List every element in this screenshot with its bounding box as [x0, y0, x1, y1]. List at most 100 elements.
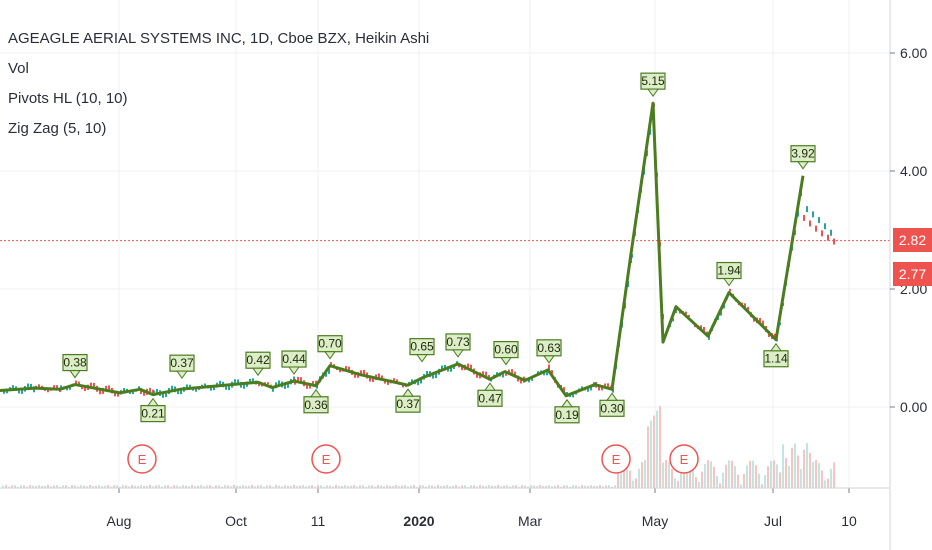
volume-bar: [809, 452, 811, 488]
candle: [417, 380, 419, 386]
volume-bar: [752, 460, 754, 488]
volume-bar: [821, 470, 823, 488]
volume-bar: [452, 485, 454, 488]
volume-bar: [800, 469, 802, 488]
earnings-marker[interactable]: E: [601, 444, 631, 474]
volume-bar: [710, 461, 712, 488]
volume-bar: [290, 486, 292, 488]
pivot-label-text: 0.65: [410, 340, 434, 354]
volume-bar: [17, 486, 19, 488]
volume-bar: [53, 485, 55, 488]
volume-bar: [470, 485, 472, 488]
candle: [330, 362, 332, 365]
pivot-label-arrow: [770, 342, 782, 352]
volume-bar: [785, 458, 787, 488]
legend-zigzag[interactable]: Zig Zag (5, 10): [8, 120, 107, 137]
candle: [360, 370, 362, 377]
earnings-marker[interactable]: E: [127, 444, 157, 474]
volume-bar: [89, 485, 91, 488]
candle: [546, 370, 548, 376]
earnings-circle: [601, 444, 631, 474]
volume-bar: [761, 484, 763, 488]
volume-bar: [239, 486, 241, 488]
volume-bar: [251, 485, 253, 488]
volume-bar: [749, 460, 751, 488]
volume-bar: [365, 486, 367, 488]
volume-bar: [746, 465, 748, 488]
volume-bar: [83, 485, 85, 488]
legend-pivots[interactable]: Pivots HL (10, 10): [8, 90, 128, 107]
earnings-letter: E: [612, 452, 621, 467]
volume-bar: [791, 447, 793, 488]
candle: [812, 211, 814, 218]
volume-bar: [560, 486, 562, 488]
candle: [225, 384, 227, 390]
earnings-marker[interactable]: E: [311, 444, 341, 474]
volume-bar: [125, 485, 127, 488]
volume-bar: [353, 485, 355, 488]
candle: [267, 382, 269, 385]
volume-bar: [593, 486, 595, 488]
volume-bar: [578, 486, 580, 488]
volume-bar: [614, 485, 616, 488]
earnings-marker[interactable]: E: [669, 444, 699, 474]
volume-bar: [401, 485, 403, 488]
volume-bar: [812, 461, 814, 488]
volume-bar: [536, 486, 538, 488]
volume-bar: [233, 485, 235, 488]
candle: [747, 306, 749, 312]
volume-bar: [47, 485, 49, 488]
candle: [720, 311, 722, 316]
volume-bar: [359, 485, 361, 488]
volume-bar: [755, 465, 757, 488]
volume-bar: [311, 485, 313, 488]
legend-vol[interactable]: Vol: [8, 60, 29, 77]
volume-bar: [569, 486, 571, 488]
candle: [149, 387, 151, 394]
volume-bar: [74, 485, 76, 488]
volume-bar: [347, 486, 349, 488]
volume-bar: [257, 485, 259, 488]
candle: [30, 383, 32, 390]
volume-bar: [287, 485, 289, 488]
pivot-label-arrow: [723, 278, 735, 287]
volume-bar: [155, 485, 157, 488]
volume-bar: [743, 473, 745, 488]
volume-bar: [221, 486, 223, 488]
volume-bar: [734, 465, 736, 488]
volume-bar: [500, 486, 502, 488]
volume-bar: [479, 485, 481, 488]
volume-bar: [707, 460, 709, 488]
symbol-title[interactable]: AGEAGLE AERIAL SYSTEMS INC, 1D, Cboe BZX…: [8, 30, 430, 47]
volume-bar: [167, 485, 169, 488]
volume-bar: [50, 486, 52, 488]
volume-bar: [113, 485, 115, 488]
volume-bar: [740, 484, 742, 488]
candle: [18, 388, 20, 394]
volume-bar: [722, 472, 724, 488]
x-tick-label: Jul: [764, 513, 782, 529]
volume-bar: [143, 486, 145, 488]
volume-bar: [86, 486, 88, 488]
volume-bar: [131, 485, 133, 488]
candle: [572, 394, 574, 398]
pivot-label-arrow: [797, 161, 809, 170]
volume-bar: [827, 478, 829, 488]
volume-bar: [65, 485, 67, 488]
candle: [363, 369, 365, 376]
candle: [396, 379, 398, 382]
volume-bar: [245, 486, 247, 488]
candle: [21, 388, 23, 394]
candle: [511, 369, 513, 375]
pivot-label-text: 0.44: [282, 352, 306, 366]
pivot-label-arrow: [310, 388, 322, 398]
volume-bar: [428, 485, 430, 488]
pivot-label-text: 1.14: [764, 352, 788, 366]
candle: [171, 385, 173, 392]
volume-bar: [11, 485, 13, 488]
candle: [75, 380, 77, 385]
candle: [672, 318, 674, 322]
